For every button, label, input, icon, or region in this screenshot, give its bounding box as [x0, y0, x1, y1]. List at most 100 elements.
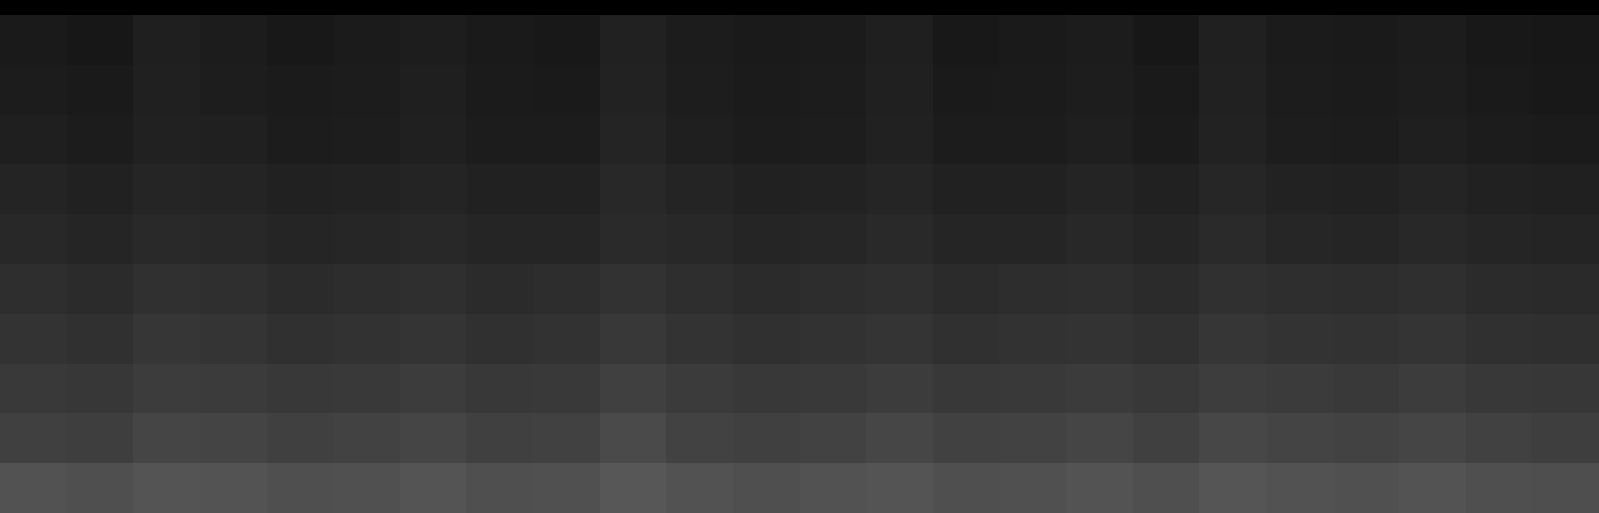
cell	[1532, 463, 1599, 513]
cell	[67, 463, 133, 513]
cell	[1199, 115, 1266, 164]
cell	[600, 15, 666, 65]
cell	[333, 264, 400, 314]
cell	[666, 364, 733, 413]
cell	[1466, 314, 1532, 364]
cell	[1266, 164, 1333, 214]
cell	[1399, 214, 1466, 264]
cell	[267, 314, 333, 364]
cell	[666, 115, 733, 164]
cell	[67, 264, 133, 314]
cell	[1066, 463, 1133, 513]
cell	[267, 413, 333, 463]
cell	[800, 15, 866, 65]
cell	[0, 65, 67, 115]
cell	[533, 364, 600, 413]
cell	[1399, 463, 1466, 513]
cell	[1133, 364, 1199, 413]
cell	[1199, 413, 1266, 463]
cell	[1466, 413, 1532, 463]
cell	[1199, 264, 1266, 314]
cell	[0, 15, 67, 65]
cell	[666, 164, 733, 214]
cell	[733, 15, 800, 65]
cell	[1399, 15, 1466, 65]
cell	[866, 164, 933, 214]
cell	[800, 314, 866, 364]
cell	[400, 115, 466, 164]
cell	[1399, 65, 1466, 115]
cell	[533, 15, 600, 65]
cell	[0, 214, 67, 264]
cell	[400, 264, 466, 314]
cell	[999, 164, 1066, 214]
cell	[533, 164, 600, 214]
cell	[466, 413, 533, 463]
cell	[67, 413, 133, 463]
cell	[666, 314, 733, 364]
cell	[866, 264, 933, 314]
cell	[1066, 214, 1133, 264]
cell	[200, 214, 267, 264]
cell	[866, 413, 933, 463]
cell	[866, 364, 933, 413]
cell	[866, 463, 933, 513]
cell	[1199, 164, 1266, 214]
cell	[333, 15, 400, 65]
cell	[866, 115, 933, 164]
cell	[200, 164, 267, 214]
cell	[866, 214, 933, 264]
cell	[600, 65, 666, 115]
cell	[1133, 164, 1199, 214]
cell	[533, 115, 600, 164]
cell	[1066, 164, 1133, 214]
cell	[933, 65, 999, 115]
cell	[1199, 314, 1266, 364]
cell	[1066, 413, 1133, 463]
cell	[1266, 314, 1333, 364]
cell	[67, 214, 133, 264]
cell	[933, 164, 999, 214]
cell	[200, 413, 267, 463]
cell	[666, 463, 733, 513]
cell	[533, 413, 600, 463]
cell	[666, 65, 733, 115]
cell	[800, 364, 866, 413]
cell	[466, 164, 533, 214]
cell	[933, 314, 999, 364]
cell	[999, 15, 1066, 65]
cell	[733, 264, 800, 314]
cell	[267, 15, 333, 65]
cell	[533, 65, 600, 115]
cell	[600, 115, 666, 164]
cell	[800, 264, 866, 314]
cell	[1399, 364, 1466, 413]
cell	[133, 463, 200, 513]
cell	[1333, 214, 1399, 264]
cell	[999, 314, 1066, 364]
cell	[466, 15, 533, 65]
cell	[1466, 364, 1532, 413]
cell	[1266, 413, 1333, 463]
cell	[400, 214, 466, 264]
cell	[67, 314, 133, 364]
cell	[333, 214, 400, 264]
cell	[333, 115, 400, 164]
cell	[1133, 65, 1199, 115]
cell	[200, 463, 267, 513]
cell	[400, 364, 466, 413]
cell	[999, 364, 1066, 413]
cell	[1266, 264, 1333, 314]
cell	[1066, 364, 1133, 413]
cell	[800, 164, 866, 214]
cell	[400, 463, 466, 513]
cell	[1333, 413, 1399, 463]
cell	[133, 364, 200, 413]
cell	[933, 15, 999, 65]
cell	[800, 413, 866, 463]
cell	[133, 115, 200, 164]
cell	[933, 364, 999, 413]
cell	[1266, 115, 1333, 164]
cell	[67, 364, 133, 413]
cell	[1066, 264, 1133, 314]
